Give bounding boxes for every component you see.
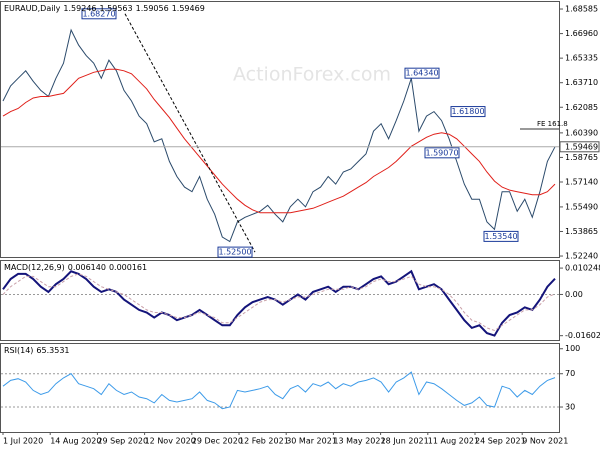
y-tick-label: 1.58765 xyxy=(565,153,598,162)
annotation-label: 1.53540 xyxy=(484,232,517,241)
annotation-label: 1.68270 xyxy=(82,9,115,18)
header-part: 1.59469 xyxy=(172,4,205,13)
y-tick-label: 1.53865 xyxy=(565,227,598,236)
y-tick-label: 1.55490 xyxy=(565,202,598,211)
x-tick-label: 12 Nov 2020 xyxy=(145,437,196,446)
fe-label: FE 161.8 xyxy=(537,120,568,128)
watermark: ActionForex.com xyxy=(233,64,391,86)
x-tick-label: 14 Aug 2020 xyxy=(50,437,101,446)
y-tick-label: -0.016023 xyxy=(565,331,600,340)
x-tick-label: 11 Aug 2021 xyxy=(428,437,479,446)
annotation-box xyxy=(81,8,117,20)
x-tick-label: 1 Jul 2020 xyxy=(3,437,43,446)
panel-title: MACD(12,26,9) xyxy=(4,263,65,272)
series-line xyxy=(2,269,556,337)
y-tick-label: 70 xyxy=(565,369,575,378)
panel-reading: 65.3531 xyxy=(36,346,69,355)
x-tick-label: 29 Dec 2020 xyxy=(192,437,243,446)
y-tick-label: 1.68585 xyxy=(565,5,598,14)
series-line xyxy=(2,28,556,243)
trend-line xyxy=(124,13,256,253)
x-tick-label: 12 Feb 2021 xyxy=(239,437,289,446)
annotation-box xyxy=(424,147,460,159)
annotation-box xyxy=(450,106,486,118)
annotation-label: 1.64340 xyxy=(405,69,438,78)
x-tick-label: 29 Sep 2020 xyxy=(97,437,148,446)
header-part: 1.59246 xyxy=(63,4,96,13)
x-tick-label: 13 May 2021 xyxy=(333,437,385,446)
y-tick-label: 1.57140 xyxy=(565,177,598,186)
price-panel xyxy=(0,1,560,258)
panel-header: RSI(14) 65.3531 xyxy=(4,346,70,355)
series-line xyxy=(2,273,556,332)
chart-header: EURAUD,Daily 1.59246 1.59563 1.59056 1.59469 xyxy=(4,4,205,13)
annotation-box xyxy=(483,230,519,242)
rsi-panel xyxy=(0,343,560,433)
series-line xyxy=(2,68,556,214)
panel-reading: 0.000161 xyxy=(109,263,147,272)
x-tick-label: 30 Mar 2021 xyxy=(286,437,337,446)
header-part: EURAUD,Daily xyxy=(4,4,61,13)
header-part: 1.59563 xyxy=(100,4,133,13)
price-label: 1.59469 xyxy=(565,142,598,151)
panel-header: MACD(12,26,9) 0.006140 0.000161 xyxy=(4,263,147,272)
macd-panel xyxy=(0,260,560,341)
annotation-label: 1.61800 xyxy=(451,107,484,116)
y-tick-label: 30 xyxy=(565,403,575,412)
y-tick-label: 0.00 xyxy=(565,290,583,299)
annotation-label: 1.59070 xyxy=(425,148,458,157)
panel-title: RSI(14) xyxy=(4,346,33,355)
y-tick-label: 1.65335 xyxy=(565,54,598,63)
y-tick-label: 1.63710 xyxy=(565,78,598,87)
annotation-box xyxy=(404,67,440,79)
y-tick-label: 1.62085 xyxy=(565,103,598,112)
x-tick-label: 24 Sep 2021 xyxy=(475,437,526,446)
y-tick-label: 0.010248 xyxy=(565,264,600,273)
series-line xyxy=(2,371,556,410)
annotation-box xyxy=(217,246,253,258)
y-tick-label: 1.52240 xyxy=(565,252,598,261)
y-tick-label: 1.66960 xyxy=(565,29,598,38)
y-tick-label: 1.60390 xyxy=(565,128,598,137)
annotation-label: 1.52500 xyxy=(218,248,251,257)
panel-reading: 0.006140 xyxy=(68,263,106,272)
y-tick-label: 100 xyxy=(565,344,580,353)
x-tick-label: 28 Jun 2021 xyxy=(381,437,429,446)
price-box xyxy=(559,141,600,153)
header-part: 1.59056 xyxy=(136,4,169,13)
x-tick-label: 9 Nov 2021 xyxy=(522,437,568,446)
